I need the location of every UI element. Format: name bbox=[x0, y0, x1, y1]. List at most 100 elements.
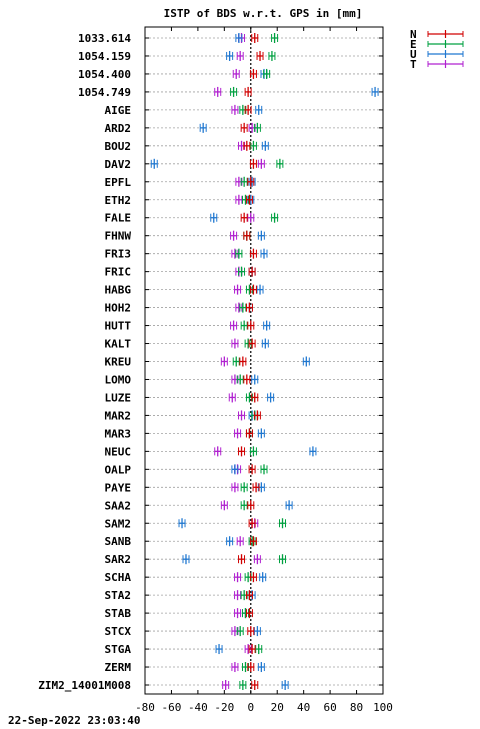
point-u bbox=[199, 122, 207, 133]
station-label: FRI3 bbox=[105, 248, 132, 261]
point-n bbox=[238, 554, 246, 565]
point-n bbox=[249, 536, 257, 547]
station-label: 1054.159 bbox=[78, 50, 131, 63]
point-n bbox=[253, 410, 261, 421]
point-e bbox=[271, 33, 279, 43]
point-u bbox=[231, 464, 239, 475]
point-t bbox=[236, 50, 244, 61]
x-tick-label: 20 bbox=[271, 701, 284, 714]
point-n bbox=[248, 338, 256, 349]
point-n bbox=[247, 626, 255, 637]
point-u bbox=[182, 554, 190, 565]
station-label: STGA bbox=[105, 643, 132, 656]
point-u bbox=[285, 500, 293, 511]
station-label: KREU bbox=[105, 356, 132, 369]
station-label: SCHA bbox=[105, 571, 132, 584]
point-t bbox=[230, 230, 238, 241]
point-e bbox=[236, 626, 244, 637]
point-u bbox=[259, 572, 267, 583]
legend-swatch bbox=[427, 50, 464, 58]
station-label: KALT bbox=[105, 338, 132, 351]
station-label: STCX bbox=[105, 625, 132, 638]
point-n bbox=[240, 212, 248, 223]
point-u bbox=[261, 338, 269, 349]
station-label: SAM2 bbox=[105, 517, 132, 530]
point-n bbox=[243, 140, 251, 151]
point-t bbox=[214, 446, 222, 457]
point-n bbox=[248, 644, 256, 655]
station-label: SANB bbox=[105, 535, 132, 548]
point-n bbox=[249, 158, 257, 169]
point-n bbox=[247, 662, 255, 673]
point-n bbox=[243, 374, 251, 385]
station-label: STAB bbox=[105, 607, 132, 620]
point-e bbox=[255, 644, 263, 655]
point-e bbox=[230, 86, 238, 97]
point-e bbox=[235, 248, 243, 259]
point-t bbox=[253, 554, 261, 565]
x-tick-label: 40 bbox=[297, 701, 310, 714]
x-tick-label: 60 bbox=[323, 701, 336, 714]
point-n bbox=[247, 500, 255, 511]
point-n bbox=[244, 104, 252, 115]
point-e bbox=[240, 500, 248, 511]
station-label: EPFL bbox=[105, 176, 132, 189]
point-n bbox=[251, 680, 259, 690]
station-label: 1054.400 bbox=[78, 68, 131, 81]
point-u bbox=[257, 662, 265, 673]
point-e bbox=[240, 482, 248, 493]
point-t bbox=[231, 482, 239, 493]
point-n bbox=[245, 194, 253, 205]
x-tick-label: -60 bbox=[162, 701, 182, 714]
station-label: SAA2 bbox=[105, 499, 132, 512]
point-e bbox=[239, 680, 247, 690]
legend-swatch bbox=[427, 40, 464, 48]
point-n bbox=[248, 518, 256, 529]
station-label: ZERM bbox=[105, 661, 132, 674]
point-u bbox=[255, 104, 263, 115]
point-e bbox=[260, 464, 268, 475]
grid-layer bbox=[145, 27, 383, 694]
station-label: NEUC bbox=[105, 445, 132, 458]
point-t bbox=[231, 104, 239, 115]
station-label: MAR2 bbox=[105, 409, 132, 422]
axis-layer bbox=[144, 26, 384, 695]
timestamp: 22-Sep-2022 23:03:40 bbox=[8, 714, 140, 727]
point-t bbox=[236, 536, 244, 547]
point-u bbox=[226, 536, 234, 547]
point-n bbox=[248, 266, 256, 277]
point-n bbox=[256, 50, 264, 61]
legend-label: N bbox=[410, 28, 417, 41]
station-label: FALE bbox=[105, 212, 132, 225]
station-label: OALP bbox=[105, 463, 132, 476]
station-label: FHNW bbox=[105, 230, 132, 243]
chart-title: ISTP of BDS w.r.t. GPS in [mm] bbox=[164, 7, 363, 20]
point-e bbox=[279, 554, 287, 565]
point-u bbox=[210, 212, 218, 223]
point-e bbox=[249, 140, 257, 151]
station-label: HOH2 bbox=[105, 302, 132, 315]
data-marks bbox=[150, 33, 379, 690]
station-label: AIGE bbox=[105, 104, 132, 117]
legend-swatch bbox=[427, 60, 464, 68]
point-e bbox=[240, 176, 248, 187]
station-labels: 1033.614 1054.159 1054.400 1054.749 AIGE ARD2… bbox=[38, 32, 131, 692]
point-n bbox=[252, 482, 260, 493]
point-n bbox=[243, 230, 251, 241]
plot-frame bbox=[144, 26, 384, 695]
point-t bbox=[257, 158, 265, 169]
point-n bbox=[238, 446, 246, 457]
station-label: PAYE bbox=[105, 481, 132, 494]
point-t bbox=[235, 194, 243, 205]
point-n bbox=[249, 572, 257, 583]
station-label: 1054.749 bbox=[78, 86, 131, 99]
point-t bbox=[214, 86, 222, 97]
point-n bbox=[245, 608, 253, 619]
point-u bbox=[257, 230, 265, 241]
point-u bbox=[309, 446, 317, 457]
point-t bbox=[228, 392, 236, 403]
station-label: ZIM2_14001M008 bbox=[38, 679, 131, 692]
station-label: STA2 bbox=[105, 589, 132, 602]
point-n bbox=[239, 356, 247, 367]
